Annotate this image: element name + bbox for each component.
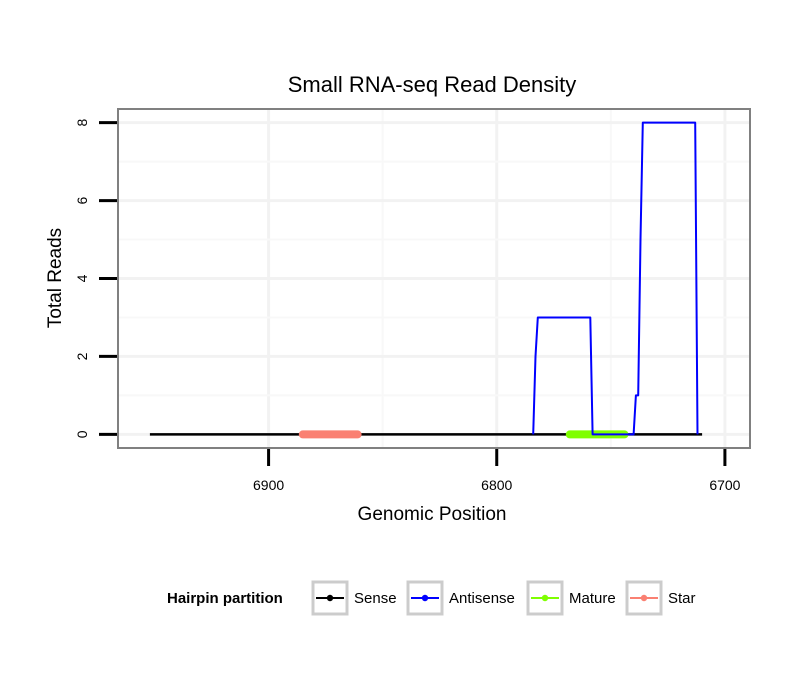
legend-key-star — [625, 580, 663, 616]
y-tick-label: 0 — [74, 430, 90, 438]
grid — [118, 109, 750, 448]
legend-key-point — [541, 594, 549, 602]
y-tick-label: 6 — [74, 196, 90, 204]
x-tick-label: 6800 — [481, 477, 512, 493]
y-tick-label: 8 — [74, 119, 90, 127]
legend-key-point — [640, 594, 648, 602]
legend-label: Mature — [569, 590, 616, 607]
legend-key-point — [421, 594, 429, 602]
legend-key-sense — [311, 580, 349, 616]
legend-title: Hairpin partition — [167, 590, 283, 607]
chart-title: Small RNA-seq Read Density — [288, 72, 577, 97]
legend-label: Antisense — [449, 590, 515, 607]
x-axis: 6900 6800 6700 — [253, 449, 741, 493]
x-axis-title: Genomic Position — [358, 504, 507, 525]
series-antisense-line — [532, 121, 699, 436]
series-group — [149, 121, 703, 439]
y-tick-label: 2 — [74, 352, 90, 360]
legend-label: Star — [668, 590, 696, 607]
legend-key-antisense — [406, 580, 444, 616]
y-tick-label: 4 — [74, 274, 90, 282]
y-axis-title: Total Reads — [45, 228, 66, 328]
x-tick-label: 6900 — [253, 477, 284, 493]
legend-key-mature — [526, 580, 564, 616]
plot-panel — [117, 108, 751, 449]
legend: Hairpin partition Sense Antisense Mature St… — [167, 580, 696, 616]
legend-key-point — [326, 594, 334, 602]
legend-label: Sense — [354, 590, 397, 607]
y-axis: 0 2 4 6 8 — [74, 119, 117, 438]
x-tick-label: 6700 — [709, 477, 740, 493]
